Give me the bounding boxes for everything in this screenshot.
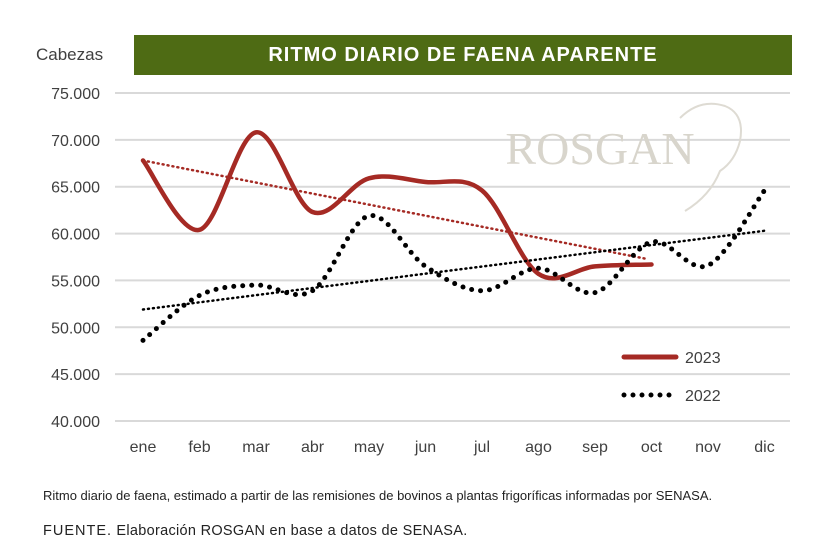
x-tick-label: ago (525, 439, 552, 456)
x-tick-label: may (354, 439, 384, 456)
x-tick-label: abr (301, 439, 325, 456)
source-line: FUENTE. Elaboración ROSGAN en base a dat… (43, 523, 468, 539)
x-tick-label: dic (754, 439, 774, 456)
trendline-2022 (141, 229, 766, 311)
source-text: Elaboración ROSGAN en base a datos de SE… (112, 523, 468, 539)
y-tick-label: 45.000 (51, 367, 100, 384)
bull-icon (679, 102, 742, 212)
series-line-2023 (140, 130, 654, 281)
series-line-2022 (140, 187, 767, 343)
y-tick-label: 65.000 (51, 180, 100, 197)
y-tick-label: 40.000 (51, 414, 100, 431)
chart-title: RITMO DIARIO DE FAENA APARENTE (134, 35, 792, 75)
y-tick-label: 55.000 (51, 273, 100, 290)
x-tick-label: sep (582, 439, 608, 456)
y-tick-label: 60.000 (51, 227, 100, 244)
y-tick-label: 70.000 (51, 133, 100, 150)
legend-label-2022: 2022 (685, 388, 721, 405)
footnote: Ritmo diario de faena, estimado a partir… (43, 488, 713, 503)
x-tick-label: oct (641, 439, 663, 456)
chart-plot: 40.000 45.000 50.000 55.000 60.000 65.000 70.0… (51, 86, 790, 456)
y-axis-label: Cabezas (36, 45, 104, 64)
x-tick-label: nov (695, 439, 721, 456)
x-tick-label: mar (242, 439, 270, 456)
legend-label-2023: 2023 (685, 350, 721, 367)
watermark-logo: ROSGAN (505, 123, 694, 174)
x-tick-label: feb (188, 439, 210, 456)
y-tick-label: 75.000 (51, 86, 100, 103)
y-tick-label: 50.000 (51, 320, 100, 337)
x-tick-label: ene (130, 439, 157, 456)
x-tick-label: jun (414, 439, 436, 456)
source-label: FUENTE. (43, 523, 113, 539)
x-tick-label: jul (473, 439, 490, 456)
